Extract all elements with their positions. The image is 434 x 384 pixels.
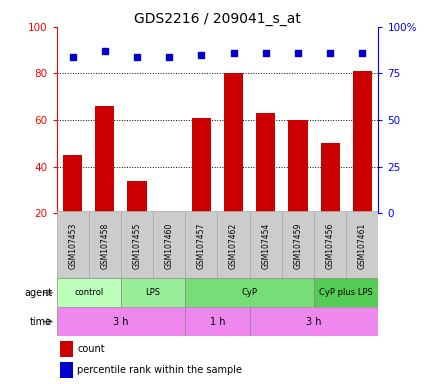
Bar	[59, 362, 72, 378]
Text: GSM107455: GSM107455	[132, 223, 141, 269]
Bar	[59, 341, 72, 357]
Bar	[89, 211, 121, 280]
Text: GSM107460: GSM107460	[164, 223, 173, 269]
Text: GSM107458: GSM107458	[100, 223, 109, 269]
Text: agent: agent	[24, 288, 52, 298]
Bar	[121, 211, 153, 280]
Text: count: count	[77, 344, 105, 354]
Text: percentile rank within the sample: percentile rank within the sample	[77, 365, 242, 375]
Bar	[352, 71, 371, 213]
Bar	[217, 211, 249, 280]
Bar	[95, 106, 114, 213]
Bar	[281, 211, 313, 280]
Title: GDS2216 / 209041_s_at: GDS2216 / 209041_s_at	[134, 12, 300, 26]
Text: GSM107453: GSM107453	[68, 223, 77, 269]
Bar	[153, 211, 185, 280]
Bar	[185, 211, 217, 280]
Text: control: control	[74, 288, 103, 297]
Bar	[185, 278, 313, 307]
Bar	[56, 307, 185, 336]
Bar	[313, 278, 378, 307]
Bar	[256, 113, 275, 213]
Bar	[56, 278, 121, 307]
Bar	[56, 211, 89, 280]
Bar	[249, 211, 281, 280]
Text: GSM107462: GSM107462	[229, 223, 237, 269]
Text: GSM107459: GSM107459	[293, 223, 302, 269]
Text: GSM107454: GSM107454	[261, 223, 270, 269]
Bar	[127, 180, 146, 213]
Text: GSM107457: GSM107457	[197, 223, 205, 269]
Text: time: time	[30, 316, 52, 327]
Bar	[159, 213, 178, 255]
Text: GSM107461: GSM107461	[357, 223, 366, 269]
Text: LPS: LPS	[145, 288, 160, 297]
Bar	[320, 143, 339, 213]
Bar	[288, 120, 307, 213]
Bar	[224, 73, 243, 213]
Bar	[191, 118, 210, 213]
Text: 3 h: 3 h	[306, 316, 321, 327]
Text: 1 h: 1 h	[209, 316, 225, 327]
Text: GSM107456: GSM107456	[325, 223, 334, 269]
Bar	[345, 211, 378, 280]
Bar	[185, 307, 249, 336]
Bar	[249, 307, 378, 336]
Text: CyP plus LPS: CyP plus LPS	[319, 288, 372, 297]
Bar	[313, 211, 345, 280]
Text: 3 h: 3 h	[113, 316, 128, 327]
Bar	[121, 278, 185, 307]
Bar	[63, 155, 82, 213]
Text: CyP: CyP	[241, 288, 257, 297]
